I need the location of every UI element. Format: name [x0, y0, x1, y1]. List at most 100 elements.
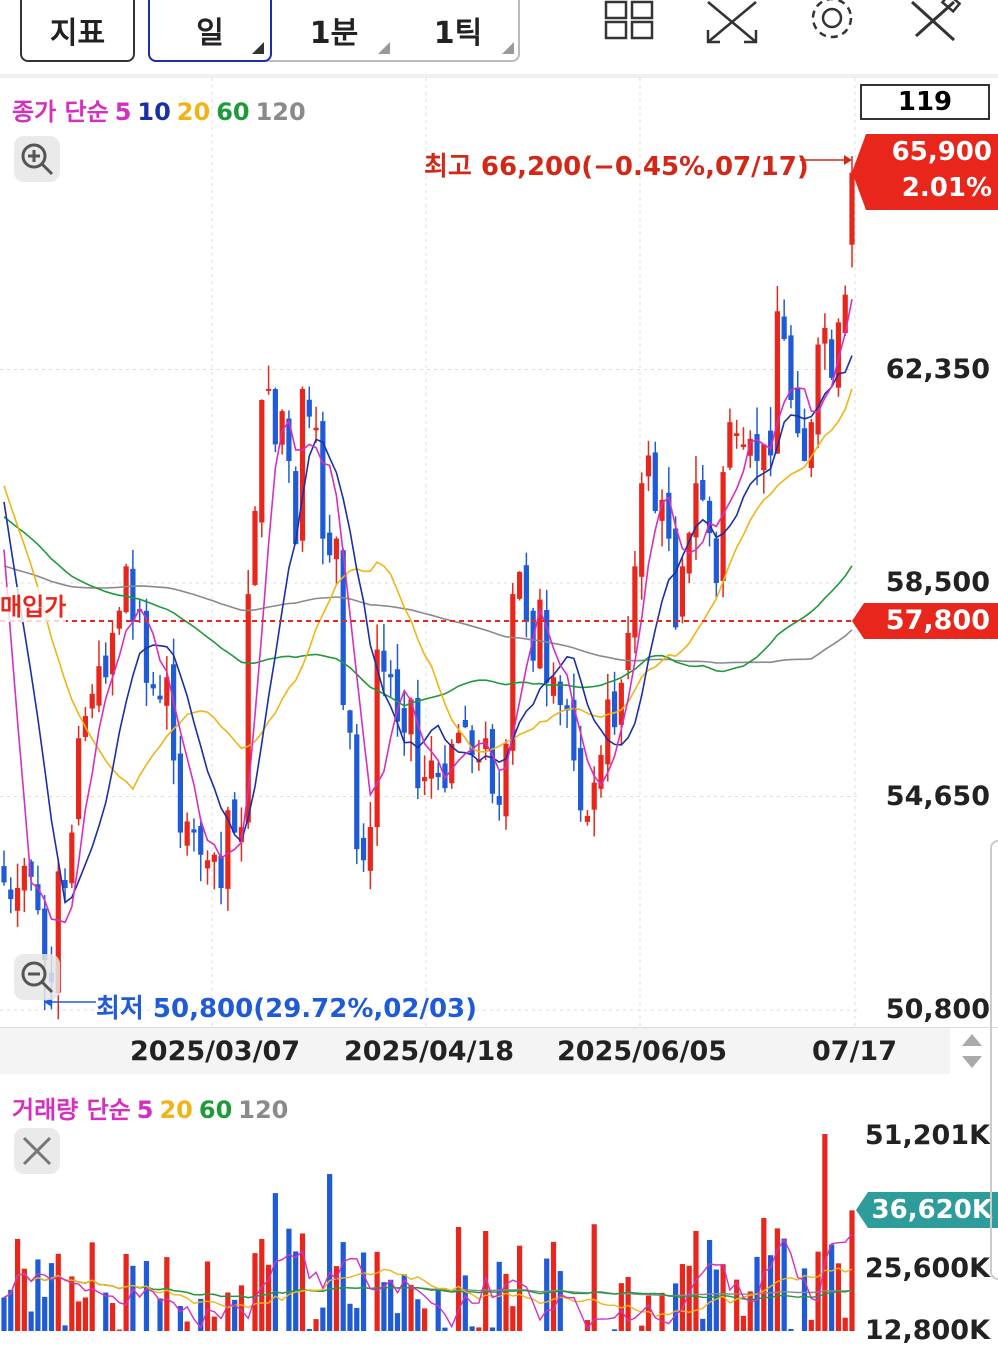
- candle-body: [225, 810, 231, 889]
- candle-body: [659, 499, 665, 521]
- volume-bar: [388, 1279, 394, 1331]
- period-day-button[interactable]: 일: [148, 0, 272, 62]
- candle-body: [544, 609, 550, 683]
- candle-body: [679, 566, 685, 617]
- candle-body: [842, 294, 848, 334]
- candle-body: [252, 510, 258, 585]
- volume-bar: [510, 1306, 516, 1331]
- candle-body: [333, 538, 340, 560]
- candle-body: [788, 335, 794, 400]
- candle-body: [720, 472, 726, 582]
- volume-bar: [28, 1311, 34, 1331]
- candle-body: [605, 699, 611, 765]
- candle-body: [14, 888, 21, 911]
- candle-body: [849, 172, 855, 245]
- volume-bar: [21, 1268, 27, 1331]
- layout-grid-icon[interactable]: [600, 0, 660, 50]
- candle-body: [523, 565, 529, 622]
- moving-averages: [3, 298, 853, 924]
- indicator-button[interactable]: 지표: [20, 0, 135, 62]
- resize-handle-icon[interactable]: [958, 1032, 986, 1070]
- tools-icon[interactable]: [904, 0, 964, 50]
- candle-body: [442, 763, 448, 789]
- period-selector: 일 1분 1틱: [148, 0, 520, 62]
- candle-body: [469, 730, 475, 755]
- candle-body: [835, 322, 842, 388]
- candle-body: [455, 732, 462, 744]
- count-box[interactable]: 119: [860, 84, 990, 120]
- volume-bar: [503, 1273, 509, 1331]
- volume-bar: [611, 1329, 618, 1331]
- candle-body: [354, 734, 360, 850]
- price-chart[interactable]: [0, 78, 998, 1027]
- settings-gear-icon[interactable]: [802, 0, 862, 50]
- close-volume-button[interactable]: [14, 1128, 60, 1174]
- volume-legend-ma5: 5: [136, 1096, 154, 1124]
- candle-body: [666, 492, 672, 539]
- candle-body: [639, 483, 645, 577]
- zoom-in-button[interactable]: [14, 136, 60, 182]
- candle-body: [401, 708, 407, 733]
- toolbar: 지표 일 1분 1틱: [0, 0, 998, 74]
- volume-bar: [164, 1257, 170, 1331]
- side-scroll-handle[interactable]: [990, 840, 998, 1280]
- volume-bar: [211, 1316, 217, 1331]
- candle-body: [238, 827, 245, 843]
- volume-bar: [639, 1325, 645, 1331]
- candle-body: [693, 483, 699, 538]
- candle-body: [123, 566, 129, 613]
- high-arrow-icon: [800, 155, 852, 165]
- candle-body: [211, 854, 217, 862]
- volume-bar: [306, 1328, 312, 1331]
- volume-bar: [442, 1327, 448, 1331]
- candle-body: [815, 344, 821, 435]
- candles: [1, 156, 855, 1020]
- candle-body: [313, 427, 319, 431]
- volume-bar: [177, 1306, 183, 1331]
- candle-body: [713, 538, 719, 583]
- volume-bar: [204, 1261, 211, 1331]
- candle-body: [673, 528, 679, 628]
- volume-bar: [184, 1321, 190, 1331]
- volume-legend-ma20: 20: [159, 1096, 193, 1124]
- candle-body: [286, 418, 292, 461]
- volume-tick-label: 51,201K: [864, 1120, 990, 1151]
- volume-ma5-line: [3, 1233, 853, 1330]
- candle-body: [96, 666, 102, 706]
- y-tick-label: 58,500: [885, 567, 990, 598]
- volume-bar: [822, 1134, 828, 1331]
- volume-bar: [320, 1307, 326, 1331]
- candle-body: [293, 471, 299, 545]
- volume-bar: [265, 1264, 272, 1331]
- candle-body: [103, 655, 109, 678]
- period-tick-button[interactable]: 1틱: [396, 0, 520, 60]
- volume-chart[interactable]: [0, 1120, 998, 1331]
- volume-bar: [360, 1252, 367, 1331]
- x-axis: 2025/03/07 2025/04/18 2025/06/05 07/17: [0, 1027, 998, 1074]
- candle-body: [415, 697, 421, 789]
- candle-body: [706, 500, 713, 534]
- candle-body: [327, 532, 333, 556]
- candle-body: [272, 389, 278, 445]
- volume-bar: [259, 1238, 265, 1331]
- candle-body: [408, 699, 414, 735]
- volume-bar: [781, 1238, 787, 1331]
- candle-body: [8, 889, 14, 900]
- volume-bar: [55, 1253, 61, 1331]
- candle-body: [171, 664, 177, 761]
- candle-body: [198, 825, 204, 855]
- candle-body: [109, 632, 116, 675]
- volume-bar: [354, 1307, 360, 1331]
- candle-body: [767, 430, 774, 456]
- zoom-out-button[interactable]: [14, 954, 60, 1000]
- volume-bar: [8, 1289, 14, 1331]
- candle-body: [578, 748, 584, 811]
- candle-body: [76, 738, 82, 820]
- fullscreen-icon[interactable]: [702, 0, 762, 50]
- period-min-button[interactable]: 1분: [272, 0, 396, 60]
- candle-body: [265, 388, 272, 391]
- candle-body: [306, 399, 312, 417]
- x-tick-label: 2025/04/18: [344, 1036, 515, 1067]
- low-annotation: 최저 50,800(29.72%,02/03): [96, 994, 478, 1024]
- candle-body: [795, 387, 801, 434]
